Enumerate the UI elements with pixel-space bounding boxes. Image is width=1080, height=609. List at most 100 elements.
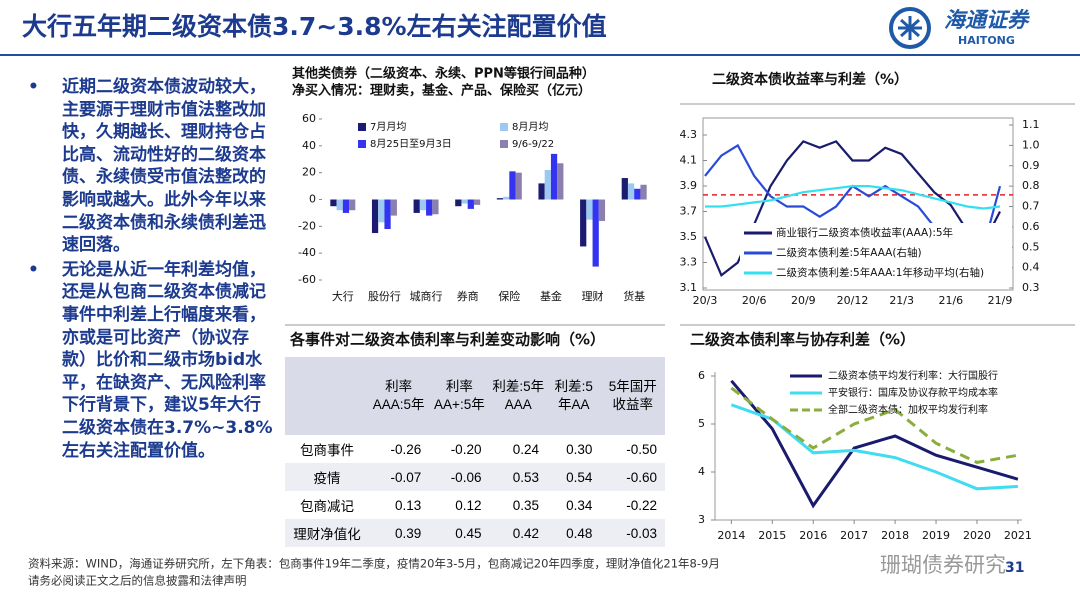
legend-label: 9/6-9/22 bbox=[512, 139, 554, 150]
y-tick-label: -40 bbox=[298, 246, 316, 259]
row-label: 包商减记 bbox=[300, 499, 354, 514]
y-tick-label: 4.3 bbox=[680, 128, 698, 141]
series-line bbox=[730, 379, 1019, 509]
y-tick-label: 3 bbox=[698, 513, 705, 526]
table-title: 各事件对二级资本债利率与利差变动影响（%） bbox=[289, 331, 605, 349]
logo-text: HAITONG bbox=[958, 34, 1015, 47]
table-cell: -0.03 bbox=[600, 519, 665, 547]
x-tick-label: 保险 bbox=[498, 289, 520, 303]
table-cell: 0.13 bbox=[395, 497, 422, 513]
series-line bbox=[730, 386, 1019, 464]
table-cell: -0.26 bbox=[390, 441, 422, 457]
y-tick-label: 3.1 bbox=[680, 281, 698, 294]
x-tick-label: 2017 bbox=[840, 529, 868, 542]
y2-tick-label: 1.0 bbox=[1022, 138, 1040, 151]
bar bbox=[371, 199, 379, 234]
watermark: 珊瑚债券研究 bbox=[880, 553, 1006, 577]
table-cell: -0.20 bbox=[450, 441, 482, 457]
column-header: 利差:5年AAA bbox=[489, 357, 548, 435]
chart-title: 二级资本债利率与协存利差（%） bbox=[690, 331, 915, 349]
legend-label: 二级资本债利差:5年AAA:1年移动平均(右轴) bbox=[776, 266, 984, 279]
x-tick-label: 2019 bbox=[922, 529, 950, 542]
table-cell: 0.12 bbox=[455, 497, 482, 513]
y-tick-label: 5 bbox=[698, 417, 705, 430]
bar bbox=[413, 199, 420, 213]
y2-tick-label: 0.4 bbox=[1022, 261, 1040, 274]
table-row: 理财净值化 0.39 0.45 0.42 0.48 -0.03 bbox=[285, 519, 665, 547]
column-header: 利率AAA:5年 bbox=[368, 357, 430, 435]
x-tick-label: 20/6 bbox=[742, 294, 767, 307]
legend-swatch bbox=[500, 140, 508, 148]
y2-tick-label: 0.9 bbox=[1022, 159, 1040, 172]
bar bbox=[634, 188, 641, 200]
bar bbox=[390, 199, 397, 216]
x-tick-label: 股份行 bbox=[368, 290, 401, 303]
chart-title: 二级资本债收益率与利差（%） bbox=[712, 71, 908, 88]
x-tick-label: 2020 bbox=[963, 529, 991, 542]
y-tick-label: 0 bbox=[309, 193, 316, 206]
y2-tick-label: 0.8 bbox=[1022, 179, 1040, 192]
logo-mark bbox=[889, 7, 931, 49]
x-tick-label: 20/3 bbox=[693, 294, 718, 307]
bar bbox=[627, 183, 635, 200]
bar bbox=[550, 153, 558, 200]
legend-swatch bbox=[358, 123, 366, 131]
bar bbox=[640, 184, 647, 200]
table-cell: 0.34 bbox=[566, 497, 593, 513]
bullet: • 无论是从近一年利差均值，还是从包商二级资本债减记事件中利差上行幅度来看，亦或是… bbox=[28, 259, 273, 461]
row-label: 理财净值化 bbox=[285, 519, 368, 547]
y-tick-label: 4 bbox=[698, 465, 705, 478]
bullet-text: 无论是从近一年利差均值，还是从包商二级资本债减记事件中利差上行幅度来看，亦或是可… bbox=[62, 259, 273, 461]
bar bbox=[342, 199, 350, 213]
legend-label: 7月月均 bbox=[370, 121, 406, 133]
x-tick-label: 城商行 bbox=[410, 289, 443, 303]
legend-label: 商业银行二级资本债收益率(AAA):5年 bbox=[776, 226, 953, 239]
bullet: • 近期二级资本债波动较大，主要源于理财市值法整改加快，久期越长、理财持仓占比高、… bbox=[28, 77, 266, 256]
table-cell: -0.07 bbox=[368, 463, 430, 491]
bar bbox=[461, 199, 468, 204]
row-label: 包商事件 bbox=[300, 443, 354, 458]
legend-label: 二级资本债利差:5年AAA(右轴) bbox=[776, 246, 922, 259]
table-row: 包商减记 0.13 0.12 0.35 0.34 -0.22 bbox=[285, 491, 665, 519]
disclaimer: 请务必阅读正文之后的信息披露和法律声明 bbox=[28, 574, 247, 588]
bar bbox=[580, 199, 587, 247]
bar bbox=[384, 199, 391, 230]
y2-tick-label: 1.1 bbox=[1022, 118, 1040, 131]
x-tick-label: 20/12 bbox=[837, 294, 869, 307]
bar bbox=[432, 199, 439, 215]
table-cell: -0.06 bbox=[429, 463, 490, 491]
bar bbox=[473, 199, 481, 205]
bar bbox=[592, 199, 599, 267]
series-line bbox=[705, 185, 1001, 210]
column-header: 利率AA+:5年 bbox=[429, 357, 490, 435]
bar bbox=[503, 196, 510, 200]
y-tick-label: 40 bbox=[302, 139, 316, 152]
bar bbox=[598, 199, 606, 221]
bar bbox=[349, 199, 356, 211]
legend-box bbox=[740, 223, 1012, 283]
x-tick-label: 券商 bbox=[457, 289, 479, 303]
y2-tick-label: 0.3 bbox=[1022, 281, 1040, 294]
series-line bbox=[730, 403, 1018, 491]
x-tick-label: 2018 bbox=[881, 529, 909, 542]
y-tick-label: 3.5 bbox=[680, 230, 698, 243]
data-table: 利率AAA:5年 利率AA+:5年 利差:5年AAA 利差:5年AA 5年国开收益率 包商… bbox=[285, 357, 665, 547]
bar bbox=[330, 199, 337, 207]
legend-label: 平安银行：国库及协议存款平均成本率 bbox=[828, 386, 998, 399]
table-cell: 0.53 bbox=[489, 463, 548, 491]
x-tick-label: 20/9 bbox=[791, 294, 816, 307]
bar bbox=[336, 199, 343, 211]
x-tick-label: 2016 bbox=[799, 529, 827, 542]
bar bbox=[621, 178, 628, 200]
slide-title: 大行五年期二级资本债3.7~3.8%左右关注配置价值 bbox=[22, 12, 607, 41]
bullet-text: 近期二级资本债波动较大，主要源于理财市值法整改加快，久期越长、理财持仓占比高、流… bbox=[62, 77, 266, 256]
table-cell: 0.45 bbox=[429, 519, 490, 547]
x-tick-label: 基金 bbox=[540, 289, 562, 303]
column-header: 5年国开收益率 bbox=[600, 357, 665, 435]
y-tick-label: 3.7 bbox=[680, 205, 698, 218]
table-cell: 0.42 bbox=[489, 519, 548, 547]
logo-mark bbox=[898, 16, 922, 40]
table-cell: 0.48 bbox=[547, 519, 601, 547]
table-cell: -0.60 bbox=[600, 463, 665, 491]
